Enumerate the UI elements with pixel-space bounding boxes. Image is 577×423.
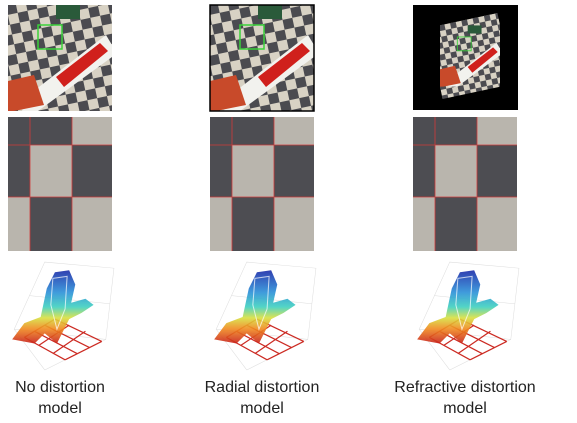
point-cloud <box>417 262 519 370</box>
captions: No distortion model Radial distortion model… <box>15 379 536 417</box>
figure: No distortion model Radial distortion model… <box>0 0 577 423</box>
caption-line: No distortion <box>15 379 105 396</box>
panels <box>0 0 519 370</box>
caption-line: model <box>240 400 284 417</box>
caption-line: model <box>38 400 82 417</box>
point-cloud <box>12 262 114 370</box>
photo <box>427 13 512 99</box>
caption-line: Refractive distortion <box>394 379 535 396</box>
zoom-image <box>8 117 112 251</box>
photo <box>0 0 134 133</box>
zoom-image <box>413 117 517 251</box>
point-cloud <box>214 262 316 370</box>
zoom-image <box>210 117 314 251</box>
caption-line: Radial distortion <box>205 379 320 396</box>
caption-line: model <box>443 400 487 417</box>
